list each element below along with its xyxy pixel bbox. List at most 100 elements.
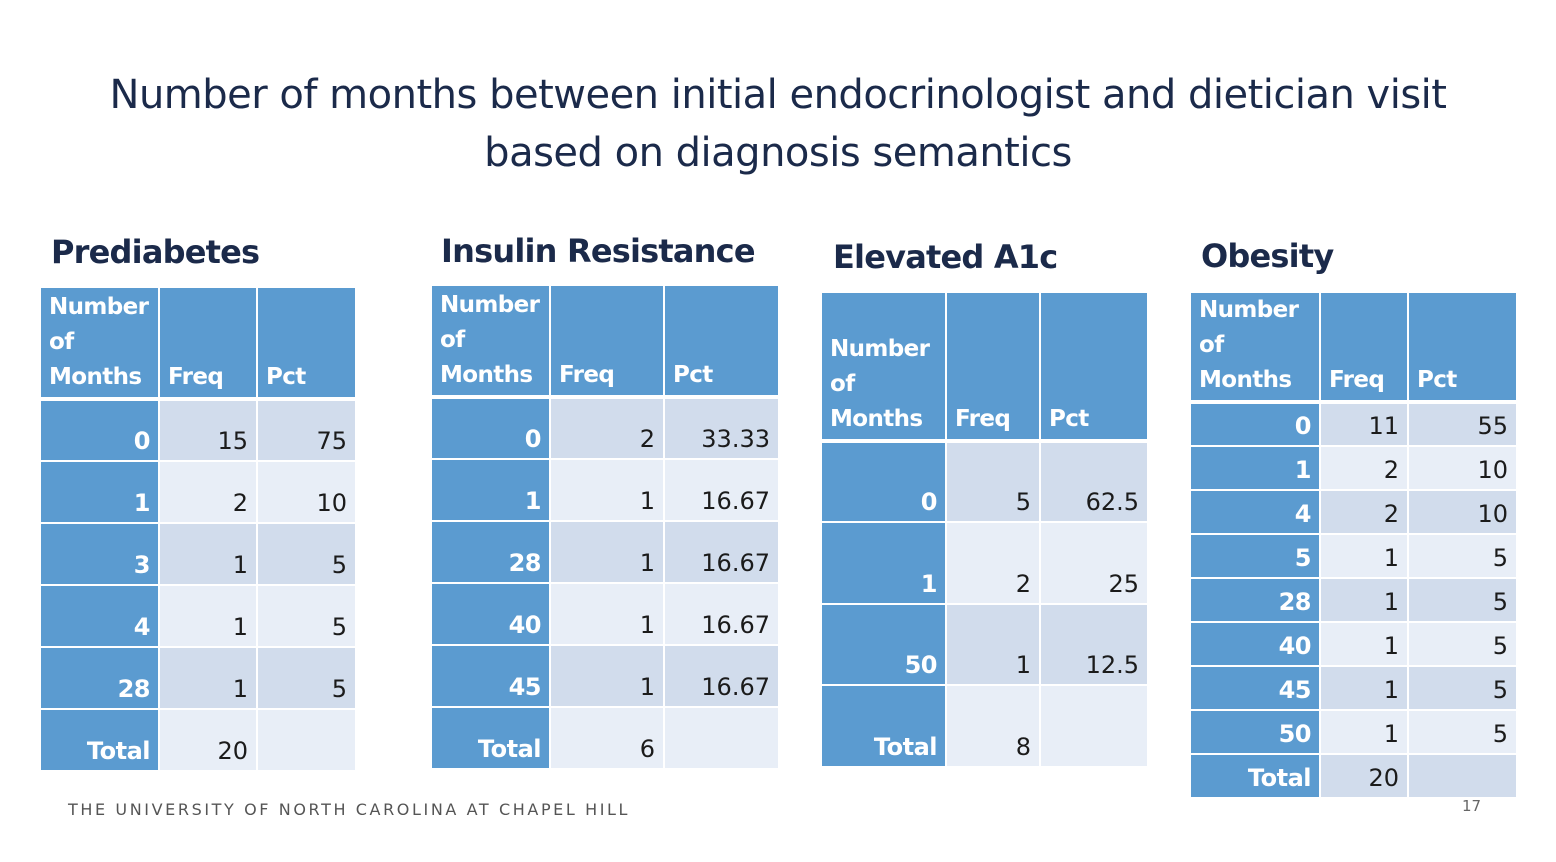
header-freq: Freq (1319, 291, 1409, 403)
cell-months: 28 (39, 646, 160, 710)
cell-pct: 10 (1407, 489, 1518, 535)
cell-months: 4 (1189, 489, 1321, 535)
cell-pct: 10 (256, 460, 357, 524)
table-row: 1 2 25 (820, 521, 1149, 605)
cell-freq: 15 (158, 398, 258, 462)
cell-freq: 1 (158, 522, 258, 586)
header-pct: Pct (256, 286, 357, 400)
page-number: 17 (1462, 797, 1482, 815)
table-header-row: Number of Months Freq Pct (1189, 291, 1518, 403)
cell-freq: 1 (158, 646, 258, 710)
table-row: 45 1 5 (1189, 665, 1518, 711)
panel-title-prediabetes: Prediabetes (51, 233, 260, 271)
table-row: 40 1 16.67 (430, 582, 780, 646)
cell-freq: 1 (549, 582, 665, 646)
cell-pct: 16.67 (663, 520, 780, 584)
header-freq: Freq (158, 286, 258, 400)
panel-title-elevated-a1c: Elevated A1c (833, 238, 1058, 276)
cell-freq: 11 (1319, 401, 1409, 447)
table-row: 50 1 5 (1189, 709, 1518, 755)
cell-pct: 33.33 (663, 396, 780, 460)
table-row: 1 1 16.67 (430, 458, 780, 522)
cell-months: 0 (820, 440, 947, 523)
cell-months-total: Total (820, 684, 947, 768)
panel-title-insulin-resistance: Insulin Resistance (441, 232, 756, 270)
cell-freq: 2 (1319, 489, 1409, 535)
cell-months-total: Total (1189, 753, 1321, 799)
header-pct: Pct (1039, 291, 1149, 442)
cell-months: 28 (1189, 577, 1321, 623)
cell-months-total: Total (39, 708, 160, 772)
cell-pct-total (1407, 753, 1518, 799)
table-total-row: Total 6 (430, 706, 780, 770)
table-total-row: Total 20 (1189, 753, 1518, 799)
cell-months: 1 (820, 521, 947, 605)
cell-pct: 62.5 (1039, 440, 1149, 523)
cell-months-total: Total (430, 706, 551, 770)
cell-freq-total: 6 (549, 706, 665, 770)
table-header-row: Number of Months Freq Pct (430, 284, 780, 398)
table-row: 0 2 33.33 (430, 396, 780, 460)
table-prediabetes: Number of Months Freq Pct 0 15 75 1 2 10 3… (39, 286, 357, 772)
cell-months: 45 (430, 644, 551, 708)
cell-months: 1 (1189, 445, 1321, 491)
table-row: 4 2 10 (1189, 489, 1518, 535)
slide-title: Number of months between initial endocri… (0, 66, 1556, 182)
table-header-row: Number of Months Freq Pct (39, 286, 357, 400)
cell-freq-total: 8 (945, 684, 1041, 768)
cell-pct: 16.67 (663, 644, 780, 708)
cell-months: 0 (430, 396, 551, 460)
table-row: 28 1 5 (39, 646, 357, 710)
table-row: 1 2 10 (1189, 445, 1518, 491)
table-row: 4 1 5 (39, 584, 357, 648)
cell-freq: 1 (158, 584, 258, 648)
cell-months: 50 (820, 603, 947, 686)
cell-freq: 1 (1319, 621, 1409, 667)
header-pct: Pct (1407, 291, 1518, 403)
cell-pct: 16.67 (663, 582, 780, 646)
cell-freq: 1 (1319, 709, 1409, 755)
cell-freq-total: 20 (1319, 753, 1409, 799)
table-header-row: Number of Months Freq Pct (820, 291, 1149, 442)
cell-freq: 2 (158, 460, 258, 524)
cell-freq: 1 (1319, 665, 1409, 711)
cell-freq: 2 (549, 396, 665, 460)
cell-pct: 5 (256, 646, 357, 710)
table-row: 0 15 75 (39, 398, 357, 462)
cell-months: 5 (1189, 533, 1321, 579)
cell-pct: 5 (1407, 533, 1518, 579)
cell-pct: 5 (256, 584, 357, 648)
table-elevated-a1c: Number of Months Freq Pct 0 5 62.5 1 2 25 … (820, 291, 1149, 768)
table-row: 45 1 16.67 (430, 644, 780, 708)
header-pct: Pct (663, 284, 780, 398)
cell-months: 40 (1189, 621, 1321, 667)
header-freq: Freq (549, 284, 665, 398)
cell-freq: 1 (549, 644, 665, 708)
cell-months: 3 (39, 522, 160, 586)
table-row: 28 1 5 (1189, 577, 1518, 623)
cell-pct: 10 (1407, 445, 1518, 491)
panel-title-obesity: Obesity (1201, 237, 1334, 275)
table-row: 0 11 55 (1189, 401, 1518, 447)
cell-pct-total (663, 706, 780, 770)
cell-freq: 1 (945, 603, 1041, 686)
cell-pct: 5 (256, 522, 357, 586)
cell-pct: 5 (1407, 577, 1518, 623)
cell-freq: 1 (1319, 533, 1409, 579)
cell-freq-total: 20 (158, 708, 258, 772)
table-obesity: Number of Months Freq Pct 0 11 55 1 2 10 4… (1189, 291, 1518, 799)
cell-pct: 5 (1407, 621, 1518, 667)
cell-pct-total (256, 708, 357, 772)
table-row: 40 1 5 (1189, 621, 1518, 667)
cell-months: 1 (39, 460, 160, 524)
cell-pct: 5 (1407, 665, 1518, 711)
header-freq: Freq (945, 291, 1041, 442)
cell-pct-total (1039, 684, 1149, 768)
cell-pct: 75 (256, 398, 357, 462)
header-months: Number of Months (430, 284, 551, 398)
header-months: Number of Months (820, 291, 947, 442)
cell-pct: 55 (1407, 401, 1518, 447)
cell-freq: 1 (549, 458, 665, 522)
table-total-row: Total 20 (39, 708, 357, 772)
table-row: 5 1 5 (1189, 533, 1518, 579)
